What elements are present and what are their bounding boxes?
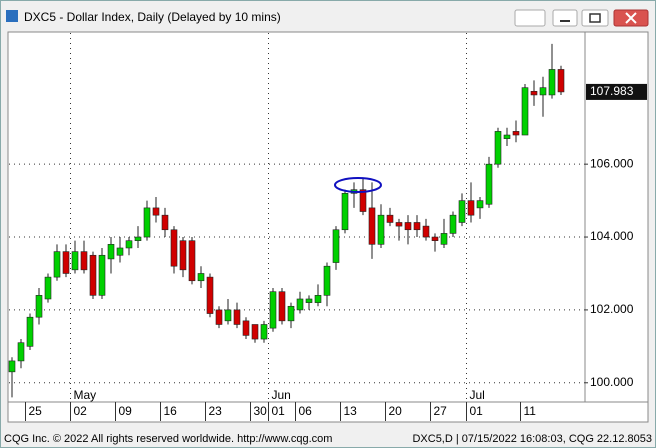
candle-body [413,222,421,231]
month-label: May [74,388,97,402]
candle-body [269,291,277,329]
candle-body [548,69,556,96]
x-tick-label: 01 [470,404,484,418]
candle-body [278,291,286,322]
maximize-icon [589,13,601,23]
candle-body [449,214,457,234]
candle-body [188,240,196,282]
minimize-button[interactable] [552,9,578,27]
candle-body [224,309,232,322]
footer-right: DXC5,D | 07/15/2022 16:08:03, CQG 22.12.… [412,433,652,445]
x-tick-label: 25 [29,404,43,418]
candle-body [323,265,331,296]
candle-body [476,200,484,209]
candle-body [422,225,430,238]
candle-body [215,309,223,325]
maximize-button[interactable] [581,9,609,27]
x-tick-label: 11 [524,404,537,418]
x-tick-label: 27 [434,404,448,418]
candle-body [530,90,538,96]
x-tick-label: 16 [164,404,178,418]
candle-body [242,320,250,336]
candle-body [53,251,61,278]
candle-body [152,207,160,216]
candle-body [368,207,376,245]
candle-body [89,254,97,296]
y-tick-label: 100.000 [590,375,634,389]
candle-body [26,316,34,347]
candle-body [134,236,142,241]
candle-body [125,240,133,249]
candle-body [386,214,394,223]
title-bar: DXC5 - Dollar Index, Daily (Delayed by 1… [6,9,649,27]
plot: 100.000 102.000 104.000 106.000 25 02 May 09 16 2… [8,33,647,421]
candle-body [17,342,25,362]
candle-body [98,254,106,296]
candle-body [44,276,52,300]
candle-body [170,229,178,267]
link-button[interactable] [514,9,546,27]
candle-body [251,324,259,340]
candle-body [197,273,205,282]
candle-body [341,193,349,231]
candle-body [359,189,367,212]
candle-body [35,295,43,318]
candle-body [233,309,241,325]
candle-body [521,87,529,136]
candle-body [512,131,520,136]
candle-body [296,298,304,311]
candle-body [467,200,475,216]
highlight-ellipse [334,177,382,193]
candle-body [305,298,313,303]
close-icon [625,12,637,24]
candle-body [377,214,385,245]
candle-body [161,214,169,231]
app-icon [6,10,18,22]
candle-body [539,87,547,96]
candle-body [431,236,439,241]
candle-body [404,222,412,231]
candle-body [179,240,187,271]
candle-body [143,207,151,238]
x-tick-label: 02 [74,404,88,418]
x-tick-label: 06 [299,404,313,418]
x-tick-label: 30 [254,404,268,418]
candle-body [395,222,403,227]
candle-body [116,247,124,256]
candle-body [71,251,79,271]
candle-body [62,251,70,274]
candle-body [8,360,16,373]
candle-body [260,324,268,340]
y-tick-label: 106.000 [590,156,634,170]
footer-left: CQG Inc. © 2022 All rights reserved worl… [4,433,332,445]
x-tick-label: 01 [272,404,286,418]
candle-body [332,229,340,263]
x-tick-label: 20 [389,404,403,418]
candle-body [314,295,322,303]
chart-frame [7,31,649,423]
candle-body [503,134,511,139]
candle-body [485,163,493,205]
x-tick-label: 13 [344,404,358,418]
x-tick-label: 09 [119,404,133,418]
candle-body [494,131,502,165]
candle-body [440,233,448,245]
candle-body [80,251,88,271]
y-tick-label: 104.000 [590,229,634,243]
last-price-label: 107.983 [590,84,634,98]
last-price-box [586,83,647,100]
window-title: DXC5 - Dollar Index, Daily (Delayed by 1… [24,10,281,24]
x-tick-label: 23 [209,404,223,418]
candle-body [287,305,295,322]
candle-body [206,276,214,314]
y-tick-label: 102.000 [590,302,634,316]
month-label: Jul [470,388,485,402]
candle-body [557,69,565,93]
month-label: Jun [272,388,291,402]
candle-body [458,200,466,223]
candle-body [107,244,115,260]
